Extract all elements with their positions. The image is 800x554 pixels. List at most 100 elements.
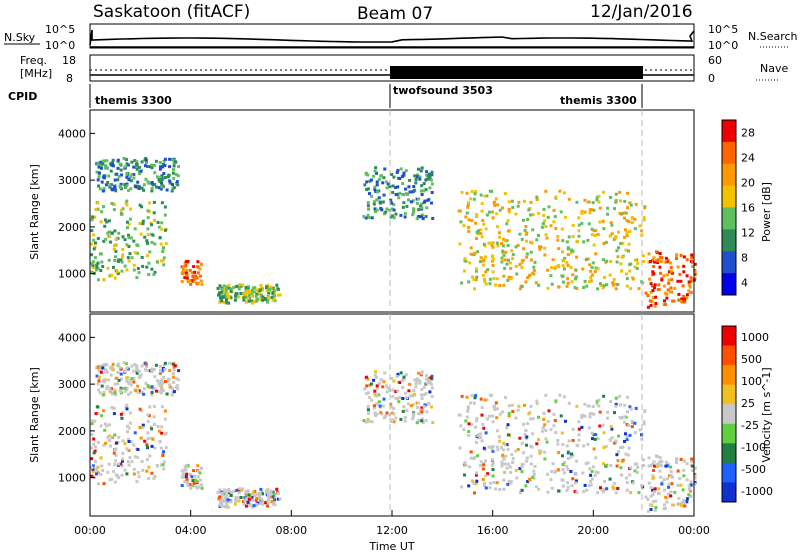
- velocity-cell: [483, 484, 487, 488]
- velocity-cell: [662, 488, 666, 492]
- velocity-cell: [107, 462, 111, 466]
- power-cell: [159, 242, 163, 246]
- velocity-cell: [591, 477, 594, 481]
- velocity-cell: [552, 424, 556, 428]
- power-cell: [582, 286, 586, 289]
- velocity-cell: [225, 504, 229, 508]
- power-cell: [569, 251, 573, 255]
- velocity-cell: [137, 475, 141, 479]
- power-cell: [418, 175, 422, 179]
- power-cell: [693, 276, 697, 280]
- power-cell: [127, 222, 131, 226]
- power-cell: [664, 291, 668, 295]
- velocity-cell: [522, 451, 526, 455]
- power-cell: [234, 294, 237, 298]
- colorbar-tick-label: 12: [741, 227, 755, 240]
- power-cell: [159, 176, 163, 179]
- velocity-cell: [614, 402, 618, 406]
- power-cell: [229, 289, 233, 293]
- power-cell: [186, 259, 190, 263]
- velocity-cell: [390, 405, 394, 409]
- velocity-cell: [610, 427, 614, 431]
- velocity-cell: [529, 404, 533, 408]
- power-cell: [372, 174, 376, 178]
- velocity-cell: [175, 384, 179, 388]
- velocity-cell: [483, 481, 486, 485]
- velocity-cell: [135, 371, 139, 375]
- power-cell: [496, 203, 500, 207]
- power-cell: [138, 203, 142, 207]
- velocity-cell: [271, 495, 275, 499]
- velocity-cell: [529, 462, 533, 466]
- velocity-cell: [583, 483, 587, 487]
- power-cell: [159, 187, 163, 191]
- power-cell: [102, 205, 105, 209]
- power-cell: [163, 228, 167, 232]
- power-cell: [152, 272, 156, 276]
- velocity-cell: [159, 380, 163, 383]
- power-cell: [537, 283, 541, 287]
- power-cell: [669, 261, 672, 265]
- power-cell: [95, 263, 99, 267]
- power-cell: [460, 190, 464, 194]
- velocity-cell: [152, 415, 156, 419]
- velocity-cell: [648, 503, 652, 507]
- velocity-cell: [168, 385, 172, 389]
- power-cell: [365, 188, 369, 191]
- velocity-cell: [120, 416, 124, 420]
- velocity-cell: [421, 421, 425, 425]
- power-cell: [544, 233, 548, 237]
- velocity-cell: [186, 483, 190, 487]
- velocity-cell: [106, 385, 110, 388]
- power-cell: [190, 271, 194, 275]
- power-cell: [135, 167, 139, 171]
- power-cell: [161, 165, 165, 169]
- velocity-cell: [153, 422, 157, 426]
- power-cell: [196, 260, 200, 264]
- power-cell: [266, 300, 269, 304]
- velocity-cell: [667, 482, 671, 486]
- velocity-cell: [91, 419, 95, 423]
- velocity-cell: [163, 380, 167, 383]
- velocity-cell: [666, 492, 670, 496]
- beam-title: Beam 07: [357, 4, 433, 24]
- power-cell: [225, 300, 229, 304]
- velocity-cell: [691, 464, 695, 468]
- velocity-cell: [375, 412, 379, 416]
- velocity-cell: [146, 413, 150, 417]
- velocity-cell: [110, 406, 114, 409]
- velocity-cell: [113, 382, 117, 386]
- power-cell: [524, 225, 528, 228]
- velocity-cell: [150, 471, 154, 475]
- power-cell: [522, 218, 525, 222]
- power-cell: [108, 235, 112, 239]
- power-cell: [498, 235, 502, 239]
- power-cell: [506, 229, 510, 233]
- power-cell: [470, 189, 474, 193]
- power-cell: [457, 209, 461, 213]
- velocity-cell: [491, 461, 495, 465]
- velocity-cell: [129, 383, 133, 387]
- velocity-cell: [532, 473, 536, 476]
- velocity-cell: [135, 364, 139, 368]
- velocity-cell: [102, 391, 106, 394]
- power-cell: [97, 175, 101, 179]
- power-cell: [107, 219, 111, 223]
- power-cell: [110, 273, 113, 277]
- power-cell: [378, 200, 382, 204]
- velocity-cell: [625, 481, 629, 485]
- power-cell: [146, 180, 150, 184]
- power-cell: [618, 212, 622, 215]
- velocity-cell: [136, 455, 139, 459]
- velocity-cell: [127, 382, 131, 386]
- power-cell: [147, 273, 151, 276]
- power-cell: [227, 285, 230, 289]
- velocity-cell: [474, 425, 478, 429]
- velocity-cell: [116, 370, 120, 374]
- power-cell: [615, 249, 619, 253]
- power-cell: [381, 181, 385, 185]
- velocity-cell: [504, 396, 507, 400]
- power-cell: [174, 172, 178, 176]
- power-cell: [136, 244, 140, 247]
- velocity-cell: [180, 484, 184, 487]
